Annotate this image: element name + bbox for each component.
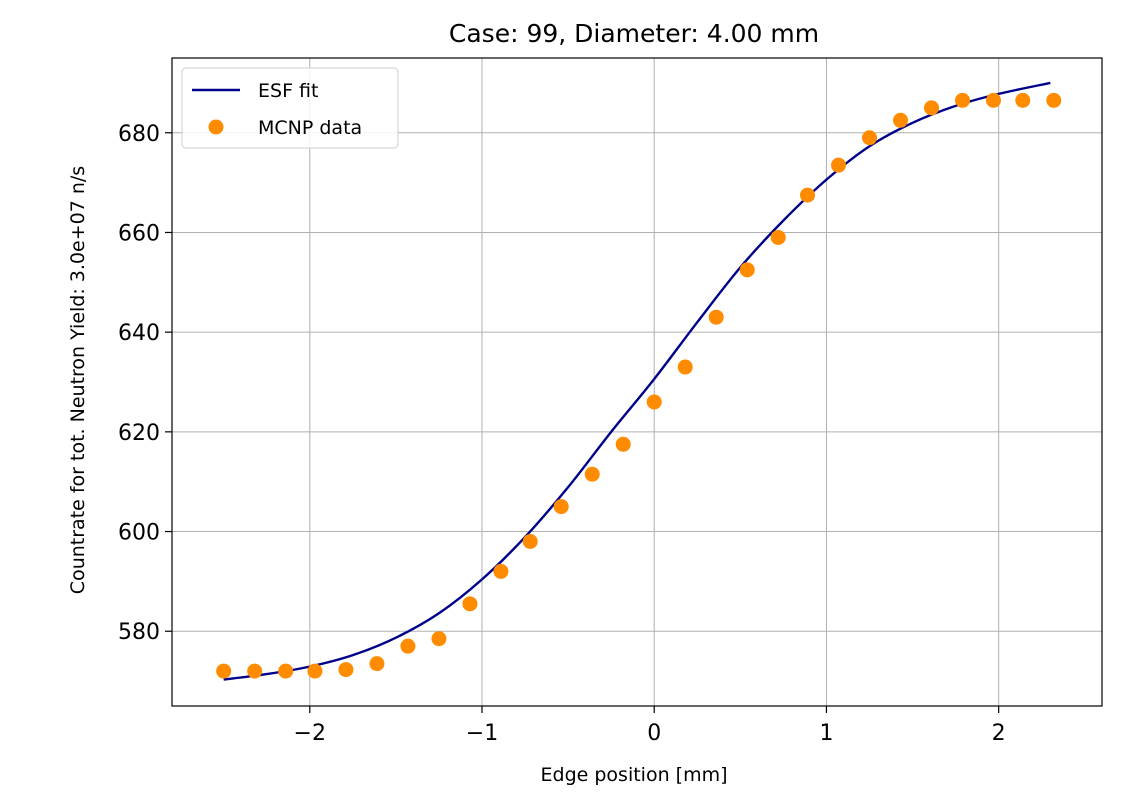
mcnp-data-point xyxy=(986,92,1001,108)
legend-box xyxy=(181,67,399,149)
mcnp-data-point xyxy=(493,563,509,579)
mcnp-data-point xyxy=(615,436,631,452)
plot-frame xyxy=(171,57,1103,707)
y-tick-label: 660 xyxy=(118,221,160,246)
mcnp-data-point xyxy=(677,359,693,375)
chart-title: Case: 99, Diameter: 4.00 mm xyxy=(449,19,819,48)
mcnp-data-point xyxy=(369,656,385,672)
mcnp-data-point xyxy=(584,466,600,482)
grid xyxy=(172,58,1102,706)
x-tick-label: 0 xyxy=(647,721,661,746)
mcnp-data-point xyxy=(800,187,815,203)
legend-label-mcnp-data: MCNP data xyxy=(258,117,362,139)
mcnp-data-point xyxy=(770,229,786,245)
mcnp-data-point xyxy=(893,112,908,128)
y-tick-label: 620 xyxy=(118,421,160,446)
axis-ticks: −2 −1 0 1 2 580 600 620 640 660 680 xyxy=(118,122,1006,746)
mcnp-data-point xyxy=(924,100,939,116)
x-tick-label: 2 xyxy=(992,721,1006,746)
mcnp-data-point xyxy=(431,631,447,647)
mcnp-data-point xyxy=(522,534,538,550)
y-tick-label: 680 xyxy=(118,122,160,147)
mcnp-data-point xyxy=(400,638,416,654)
y-tick-label: 580 xyxy=(118,620,160,645)
y-tick-label: 600 xyxy=(118,521,160,546)
mcnp-data-point xyxy=(1046,92,1062,108)
x-tick-label: 1 xyxy=(819,721,833,746)
legend-label-esf-fit: ESF fit xyxy=(258,80,318,102)
mcnp-data-point xyxy=(247,663,263,679)
mcnp-data-point xyxy=(955,92,970,108)
x-tick-label: −2 xyxy=(294,721,326,746)
scatter-series xyxy=(216,92,1062,679)
mcnp-data-point xyxy=(708,309,724,325)
mcnp-data-point xyxy=(831,157,846,173)
y-tick-label: 640 xyxy=(118,321,160,346)
mcnp-data-point xyxy=(307,663,323,679)
x-tick-label: −1 xyxy=(466,721,498,746)
mcnp-data-point xyxy=(462,596,478,612)
x-axis-label: Edge position [mm] xyxy=(541,764,728,786)
legend: ESF fit MCNP data xyxy=(181,67,399,149)
mcnp-data-point xyxy=(739,262,755,278)
mcnp-data-point xyxy=(862,130,877,146)
legend-swatch-mcnp-data xyxy=(208,119,224,135)
mcnp-data-point xyxy=(216,663,232,679)
mcnp-data-point xyxy=(1015,92,1031,108)
mcnp-data-point xyxy=(646,394,662,410)
y-axis-label: Countrate for tot. Neutron Yield: 3.0e+0… xyxy=(67,166,89,594)
mcnp-data-point xyxy=(278,663,294,679)
mcnp-data-point xyxy=(338,662,354,678)
mcnp-data-point xyxy=(553,499,569,515)
